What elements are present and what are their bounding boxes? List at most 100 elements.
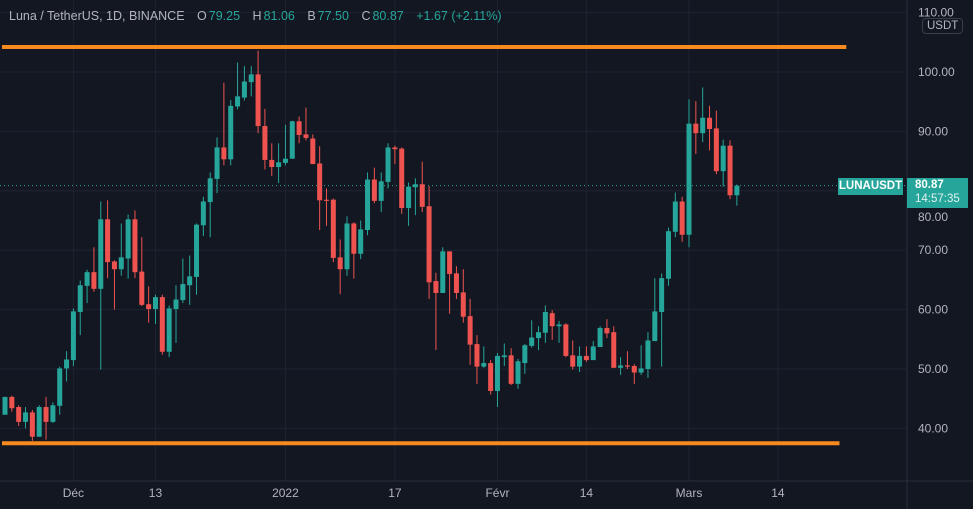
candle [645,332,651,378]
candle [611,326,617,368]
candle-body [419,184,425,207]
candle [228,99,234,166]
candle-body [194,224,200,277]
price-tick-label: 80.00 [918,210,948,224]
candle-body [515,361,521,384]
candle [494,352,500,408]
candle-body [323,199,329,201]
candle [2,396,8,415]
candle [481,346,487,368]
price-tick-label: 70.00 [918,243,948,257]
candle [98,201,104,370]
time-tick-label: Mars [676,486,703,500]
candle [105,200,111,279]
candle [50,402,56,424]
candle [57,366,63,415]
candle-body [241,81,247,98]
candle [194,223,200,295]
candle-body [159,297,165,352]
candle [84,269,90,304]
symbol-title[interactable]: Luna / TetherUS, 1D, BINANCE [9,9,185,23]
high-value: 81.06 [263,9,295,23]
candle [590,341,596,361]
candle-body [214,147,220,179]
candle [29,409,35,441]
candle-body [597,328,603,348]
candle-body [282,158,288,163]
candle-body [522,345,528,364]
candle [536,326,542,350]
candle [323,188,329,226]
time-tick-label: 14 [580,486,594,500]
candle-body [269,159,275,168]
currency-badge[interactable]: USDT [922,18,964,34]
candles-layer [2,50,740,441]
candle [624,351,630,369]
candle [139,237,145,307]
candle [508,348,514,386]
candle [152,294,158,324]
candle [700,87,706,143]
candle-body [529,337,535,346]
candle [276,143,282,184]
candle-body [84,272,90,286]
drawings-layer [0,45,906,446]
candle [132,210,138,279]
price-tick-label: 90.00 [918,124,948,138]
price-tick-label: 50.00 [918,362,948,376]
candle [317,146,323,231]
candle-body [16,407,22,422]
candle [460,269,466,323]
candle [337,239,343,295]
low-value: 77.50 [317,9,349,23]
candle-body [91,272,97,289]
candle-body [276,162,282,168]
candle [146,286,152,323]
candle-body [460,292,466,317]
candle-body [720,145,726,172]
candle [187,255,193,305]
candle-body [426,206,432,283]
candle-body [132,219,138,273]
candle-body [125,219,131,259]
candle [282,124,288,166]
candle [371,167,377,204]
price-axis-labels: 110.00 100.00 90.00 80.00 70.00 60.00 50.00 40.… [918,6,955,436]
candle [241,66,247,101]
candle [365,172,371,236]
candle-body [118,257,124,270]
candle-body [50,405,56,422]
candle-body [289,121,295,159]
candle-body [563,324,569,356]
candle-body [570,355,576,367]
candle-body [604,328,610,334]
candle [70,308,76,367]
candle [720,139,726,187]
candle-body [583,355,589,361]
candle [515,358,521,389]
candle-body [248,74,254,83]
candle-body [618,365,624,368]
candle [426,186,432,299]
candle [542,305,548,343]
candle [618,357,624,375]
candle-body [433,281,439,293]
candle-body [221,147,227,160]
candle [467,298,473,365]
candle [111,260,117,310]
candle [262,108,268,170]
candle [303,107,309,141]
price-tick-label: 60.00 [918,303,948,317]
candle-body [139,271,145,305]
candle [214,137,220,194]
candle-body [392,147,398,150]
candle [385,143,391,189]
candle [631,364,637,384]
candle-body [686,123,692,235]
candle-body [207,178,213,203]
candle-body [631,366,637,373]
change-value: +1.67 (+2.11%) [416,9,502,23]
candle [734,184,740,206]
candle-body [624,365,630,367]
